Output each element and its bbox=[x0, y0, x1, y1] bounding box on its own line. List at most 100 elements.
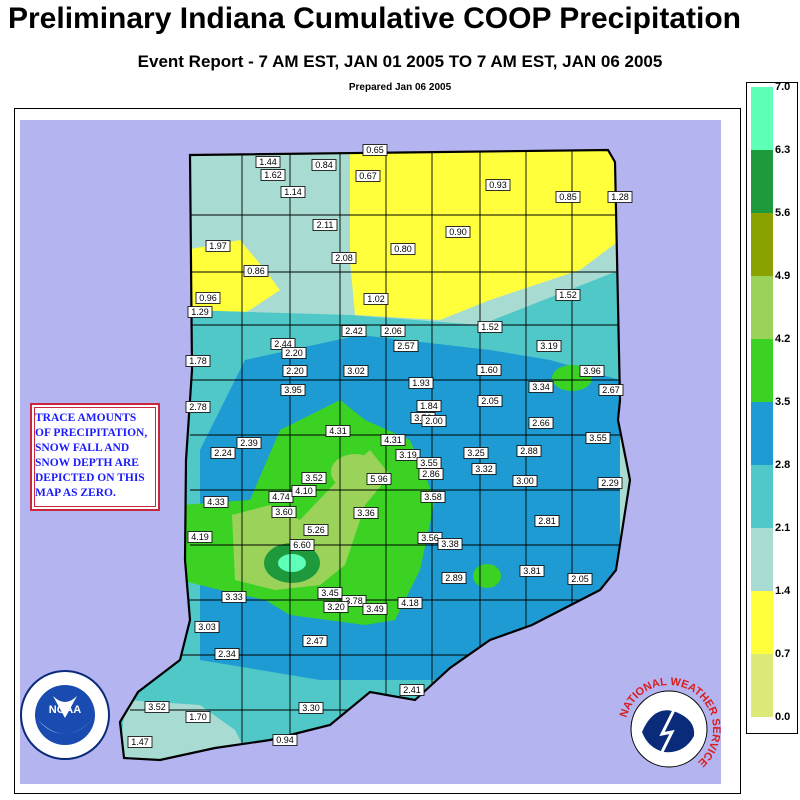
scale-tick-label: 0.0 bbox=[775, 711, 791, 723]
observation-value: 1.02 bbox=[367, 294, 385, 304]
observation-label: 2.86 bbox=[418, 468, 444, 480]
observation-label: 2.11 bbox=[312, 219, 338, 231]
observation-value: 2.88 bbox=[520, 446, 538, 456]
observation-value: 3.19 bbox=[540, 341, 558, 351]
observation-value: 1.29 bbox=[191, 307, 209, 317]
scale-tick-label: 0.7 bbox=[775, 648, 791, 660]
scale-tick-label: 1.4 bbox=[775, 585, 791, 597]
observation-label: 3.19 bbox=[536, 340, 562, 352]
scale-band bbox=[751, 465, 773, 528]
indiana-precipitation-map: 1.44 0.84 0.65 1.62 0.67 1.14 0.93 0.85 1.28 2.11… bbox=[20, 120, 721, 784]
observation-label: 3.81 bbox=[519, 565, 545, 577]
observation-value: 4.74 bbox=[272, 492, 290, 502]
observation-value: 3.49 bbox=[366, 604, 384, 614]
observation-label: 1.29 bbox=[187, 306, 213, 318]
observation-label: 3.56 bbox=[417, 532, 443, 544]
observation-label: 3.02 bbox=[343, 365, 369, 377]
observation-label: 2.34 bbox=[214, 648, 240, 660]
observation-value: 3.03 bbox=[198, 622, 216, 632]
observation-label: 3.36 bbox=[353, 507, 379, 519]
observation-value: 2.29 bbox=[601, 478, 619, 488]
observation-label: 2.66 bbox=[528, 417, 554, 429]
observation-value: 0.96 bbox=[199, 293, 217, 303]
noaa-logo-text: NOAA bbox=[49, 704, 81, 716]
observation-label: 1.84 bbox=[416, 400, 442, 412]
observation-label: 1.78 bbox=[185, 355, 211, 367]
observation-value: 3.33 bbox=[225, 592, 243, 602]
observation-value: 3.36 bbox=[357, 508, 375, 518]
observation-value: 1.97 bbox=[209, 241, 227, 251]
observation-value: 3.30 bbox=[302, 703, 320, 713]
observation-value: 0.93 bbox=[489, 180, 507, 190]
observation-value: 2.47 bbox=[306, 636, 324, 646]
prepared-date: Prepared Jan 06 2005 bbox=[348, 82, 452, 93]
observation-label: 4.18 bbox=[397, 597, 423, 609]
observation-label: 1.02 bbox=[363, 293, 389, 305]
observation-label: 4.33 bbox=[203, 496, 229, 508]
observation-label: 3.30 bbox=[298, 702, 324, 714]
observation-label: 3.49 bbox=[362, 603, 388, 615]
observation-label: 0.93 bbox=[485, 179, 511, 191]
scale-tick-label: 4.2 bbox=[775, 333, 791, 345]
observation-label: 2.67 bbox=[598, 384, 624, 396]
observation-label: 4.19 bbox=[187, 531, 213, 543]
observation-label: 3.32 bbox=[471, 463, 497, 475]
observation-value: 3.52 bbox=[148, 702, 166, 712]
observation-label: 3.55 bbox=[416, 457, 442, 469]
observation-label: 6.60 bbox=[289, 539, 315, 551]
observation-value: 3.45 bbox=[321, 588, 339, 598]
observation-label: 3.19 bbox=[395, 449, 421, 461]
observation-value: 2.24 bbox=[214, 448, 232, 458]
observation-value: 1.93 bbox=[412, 378, 430, 388]
observation-value: 2.86 bbox=[422, 469, 440, 479]
observation-label: 1.70 bbox=[185, 711, 211, 723]
observation-label: 1.52 bbox=[477, 321, 503, 333]
observation-labels: 1.44 0.84 0.65 1.62 0.67 1.14 0.93 0.85 1.28 2.11… bbox=[127, 144, 633, 748]
observation-value: 5.26 bbox=[307, 525, 325, 535]
observation-value: 3.60 bbox=[275, 507, 293, 517]
observation-value: 2.34 bbox=[218, 649, 236, 659]
observation-value: 4.33 bbox=[207, 497, 225, 507]
observation-value: 2.20 bbox=[286, 366, 304, 376]
scale-band bbox=[751, 150, 773, 213]
observation-label: 2.88 bbox=[516, 445, 542, 457]
observation-label: 2.89 bbox=[441, 572, 467, 584]
observation-value: 1.52 bbox=[559, 290, 577, 300]
observation-label: 3.25 bbox=[463, 447, 489, 459]
scale-band bbox=[751, 339, 773, 402]
observation-label: 2.42 bbox=[341, 325, 367, 337]
observation-label: 4.31 bbox=[380, 434, 406, 446]
observation-value: 3.34 bbox=[532, 382, 550, 392]
observation-label: 4.31 bbox=[325, 425, 351, 437]
observation-label: 2.05 bbox=[567, 573, 593, 585]
observation-label: 4.10 bbox=[291, 485, 317, 497]
observation-value: 3.55 bbox=[420, 458, 438, 468]
scale-band bbox=[751, 591, 773, 654]
observation-label: 4.74 bbox=[268, 491, 294, 503]
scale-tick-label: 3.5 bbox=[775, 396, 791, 408]
observation-value: 3.00 bbox=[516, 476, 534, 486]
observation-label: 3.96 bbox=[579, 365, 605, 377]
observation-value: 1.52 bbox=[481, 322, 499, 332]
observation-value: 1.78 bbox=[189, 356, 207, 366]
scale-tick-label: 7.0 bbox=[775, 81, 791, 93]
observation-value: 4.10 bbox=[295, 486, 313, 496]
observation-value: 4.18 bbox=[401, 598, 419, 608]
observation-label: 3.95 bbox=[280, 384, 306, 396]
observation-label: 1.97 bbox=[205, 240, 231, 252]
scale-tick-label: 2.1 bbox=[775, 522, 791, 534]
observation-value: 0.94 bbox=[276, 735, 294, 745]
observation-value: 2.39 bbox=[240, 438, 258, 448]
observation-value: 2.00 bbox=[425, 416, 443, 426]
map-title: Preliminary Indiana Cumulative COOP Prec… bbox=[8, 2, 741, 35]
observation-label: 3.34 bbox=[528, 381, 554, 393]
observation-value: 2.78 bbox=[189, 402, 207, 412]
observation-value: 4.31 bbox=[329, 426, 347, 436]
observation-label: 0.86 bbox=[243, 265, 269, 277]
observation-label: 2.20 bbox=[281, 347, 307, 359]
trace-amount-notice: TRACE AMOUNTS OF PRECIPITATION, SNOW FAL… bbox=[30, 403, 160, 511]
observation-label: 3.38 bbox=[437, 538, 463, 550]
observation-label: 3.03 bbox=[194, 621, 220, 633]
observation-label: 5.26 bbox=[303, 524, 329, 536]
observation-label: 0.94 bbox=[272, 734, 298, 746]
